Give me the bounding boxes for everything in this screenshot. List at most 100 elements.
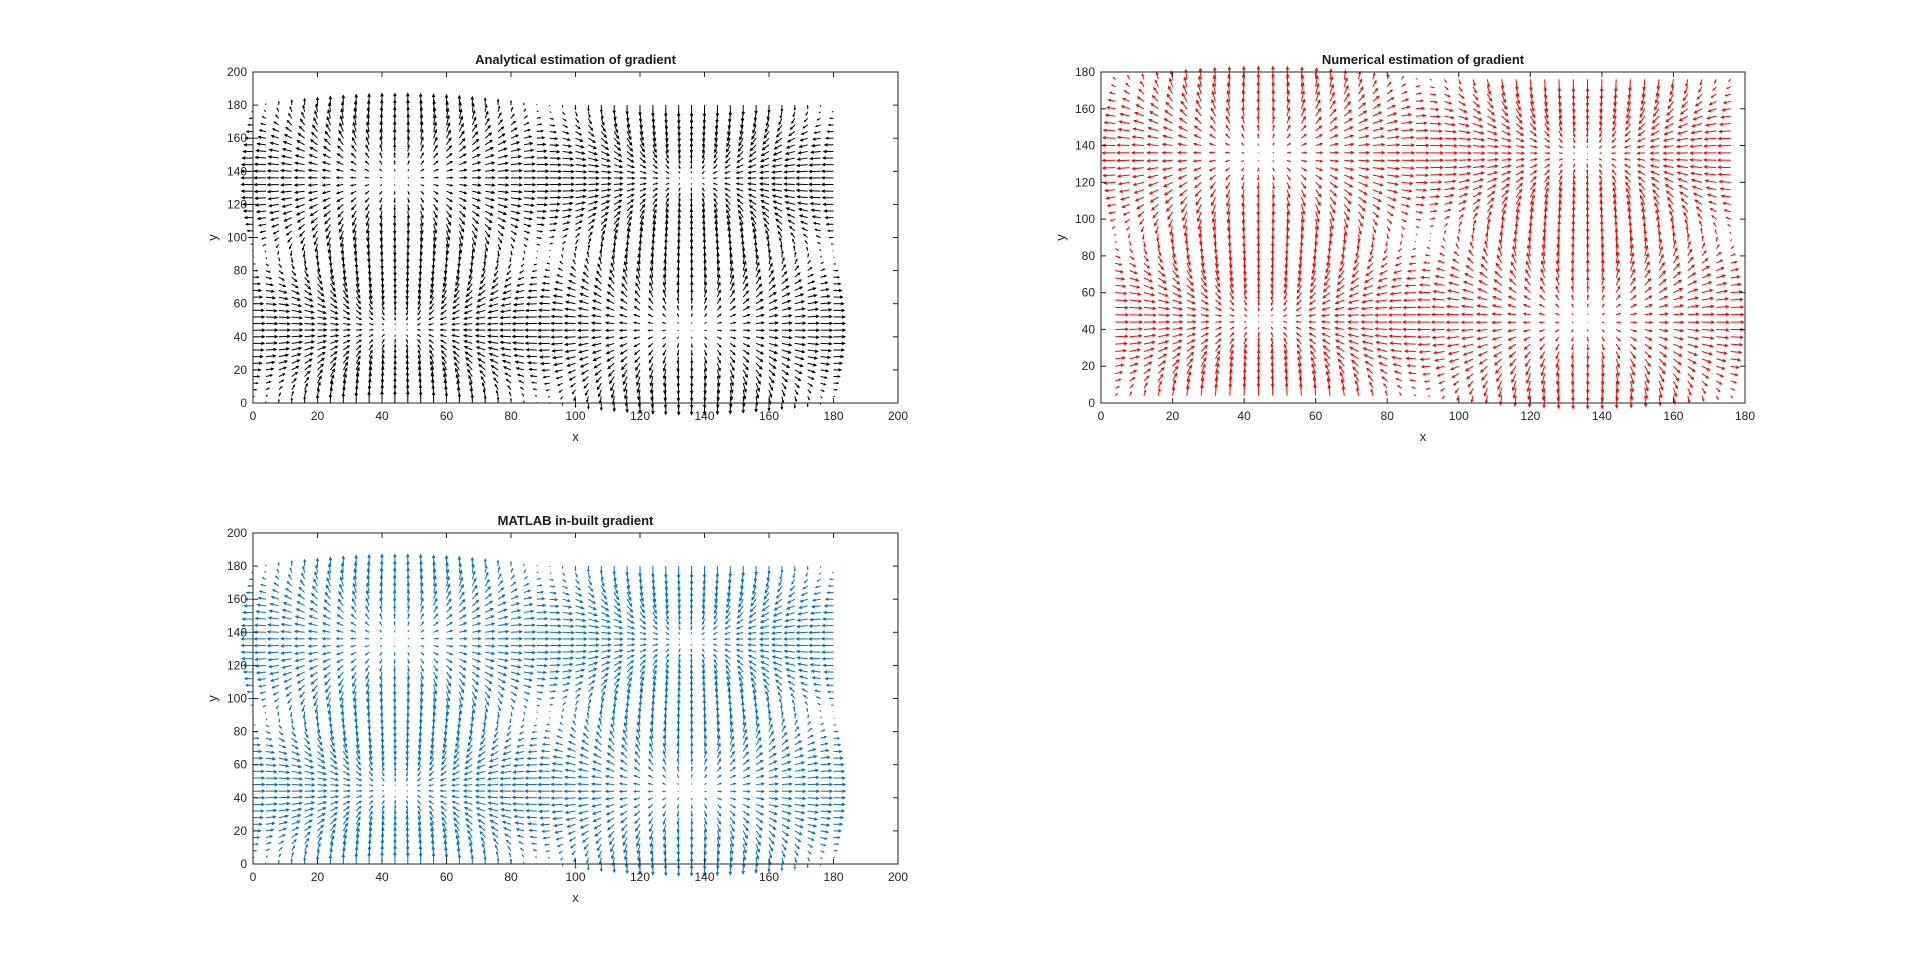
quiver-arrow-head [321,357,326,362]
quiver-arrow [304,303,314,308]
quiver-arrow [353,230,357,241]
quiver-arrow-head [469,269,473,273]
quiver-arrow-head [451,317,456,321]
quiver-arrow [433,129,437,139]
quiver-arrow [471,244,475,253]
quiver-arrow-head [303,97,306,102]
quiver-arrow-head [310,304,315,308]
quiver-arrow-head [267,203,273,208]
quiver-arrow-head [365,215,369,219]
quiver-arrow-head [335,183,340,187]
quiver-arrow-head [312,124,316,129]
quiver-arrow-head [335,328,340,332]
x-tick-label: 200 [888,409,908,423]
quiver-arrow-head [475,310,480,314]
quiver-arrow [471,124,478,132]
quiver-arrow-head [449,199,453,203]
quiver-arrow-head [311,316,316,320]
quiver-arrow [458,237,463,247]
quiver-arrow-head [454,288,458,293]
quiver-arrow-head [256,375,261,378]
quiver-arrow-head [257,282,261,286]
quiver-arrow-head [463,183,468,187]
quiver-arrow-head [322,340,328,344]
quiver-arrow [311,223,318,231]
quiver-arrow-head [323,322,328,326]
quiver-arrow-head [294,204,300,209]
quiver-arrow [304,352,313,358]
quiver-arrow [459,153,467,159]
y-tick-label: 80 [234,264,248,278]
quiver-arrow-head [290,99,293,103]
quiver-series [240,92,847,416]
quiver-arrow [452,334,460,338]
quiver-arrow [484,118,490,126]
quiver-arrow [477,296,486,302]
quiver-arrow [316,250,318,259]
quiver-arrow-head [464,176,468,180]
quiver-arrow-head [382,318,385,321]
quiver-arrow-head [306,376,310,380]
quiver-arrow-head [449,161,454,164]
quiver-arrow [278,366,287,371]
quiver-arrow [368,290,373,299]
quiver-arrow-head [477,292,482,297]
quiver-arrow-head [325,228,329,233]
quiver-arrow-head [474,334,479,338]
quiver-arrow [329,250,331,260]
quiver-arrow-head [420,136,424,141]
quiver-arrow-head [477,183,482,187]
quiver-arrow [469,381,473,390]
quiver-arrow-head [1224,151,1228,154]
quiver-arrow [304,290,312,296]
quiver-arrow-head [405,343,409,347]
quiver-arrow [452,323,460,326]
quiver-arrow [304,335,315,338]
quiver-arrow-head [417,301,421,306]
axes-2: 0 20 40 60 80 100 120 140 160 1800204060801001201… [1053,52,1755,444]
quiver-arrow-head [294,161,299,165]
quiver-arrow-head [450,176,454,179]
quiver-arrow [351,137,357,146]
quiver-arrow-head [299,118,303,122]
quiver-arrow-head [281,154,286,159]
quiver-arrow-head [274,315,279,319]
quiver-arrow-head [353,251,358,256]
quiver-arrow [278,309,290,313]
quiver-arrow-head [807,253,810,256]
quiver-arrow-head [406,318,408,321]
quiver-arrow [459,184,467,186]
x-tick-label: 140 [694,409,714,423]
quiver-arrow-head [491,371,496,375]
quiver-arrow-head [322,206,327,210]
quiver-arrow-head [489,212,494,216]
quiver-arrow-head [247,236,251,239]
x-tick-label: 100 [565,409,585,423]
quiver-arrow [278,335,290,338]
quiver-arrow [457,387,460,397]
quiver-arrow [467,369,473,377]
quiver-arrow [470,388,473,397]
quiver-arrow-head [416,323,419,326]
quiver-arrow-head [539,237,542,240]
quiver-arrow [294,184,305,186]
quiver-arrow-head [297,132,302,137]
quiver-arrow-head [406,238,410,243]
quiver-arrow-head [285,303,290,307]
quiver-arrow-head [806,107,809,110]
quiver-arrow-head [352,222,356,227]
quiver-arrow-head [307,286,312,290]
quiver-arrow-head [258,361,263,366]
quiver-arrow [324,138,331,146]
quiver-arrow [379,210,383,219]
quiver-arrow-head [295,285,299,289]
quiver-arrow-head [260,308,265,313]
quiver-arrow [456,374,460,384]
quiver-arrow-head [393,192,396,196]
quiver-arrow-head [836,269,839,272]
quiver-arrow-head [462,206,467,210]
quiver-arrow-head [242,209,247,213]
quiver-arrow [420,210,424,219]
quiver-arrow [324,217,331,225]
quiver-arrow-head [455,282,459,287]
